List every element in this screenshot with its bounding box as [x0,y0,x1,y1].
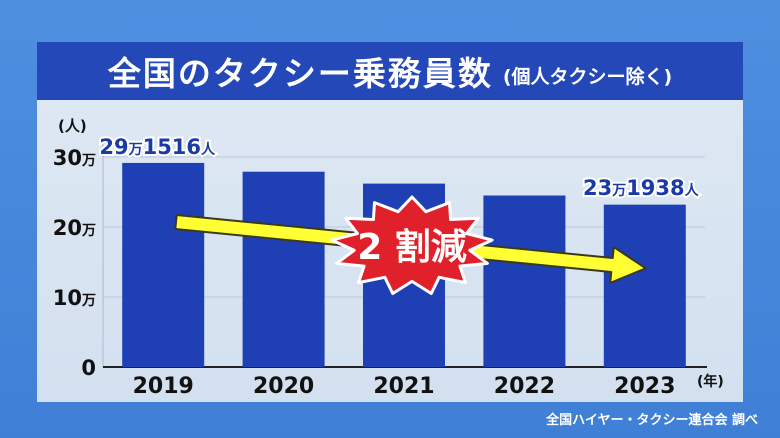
y-tick-label: 10万 [53,286,96,310]
y-tick-label: 20万 [53,216,96,240]
y-unit-label: (人) [58,117,87,135]
source-note: 全国ハイヤー・タクシー連合会 調べ [546,413,758,428]
burst-badge [330,195,494,295]
chart-subtitle: (個人タクシー除く) [502,65,673,88]
chart-title: 全国のタクシー乗務員数 [107,54,493,93]
x-unit-label: (年) [697,373,724,390]
burst-text: 2 割減 [357,227,467,268]
x-tick-label: 2023 [614,374,675,399]
data-label-2019: 29万1516人 [99,135,216,159]
x-tick-label: 2021 [373,374,434,399]
bar-2019 [122,162,205,367]
x-tick-label: 2019 [133,374,194,399]
y-tick-label: 0 [81,356,96,380]
title-bar: 全国のタクシー乗務員数 (個人タクシー除く) [37,42,743,100]
bar-2023 [603,204,686,367]
data-label-2023: 23万1938人 [583,176,700,200]
y-tick-label: 30万 [53,146,96,170]
x-tick-label: 2020 [253,374,314,399]
x-tick-label: 2022 [494,374,555,399]
bar-2020 [242,171,325,367]
bar-2022 [483,195,566,367]
